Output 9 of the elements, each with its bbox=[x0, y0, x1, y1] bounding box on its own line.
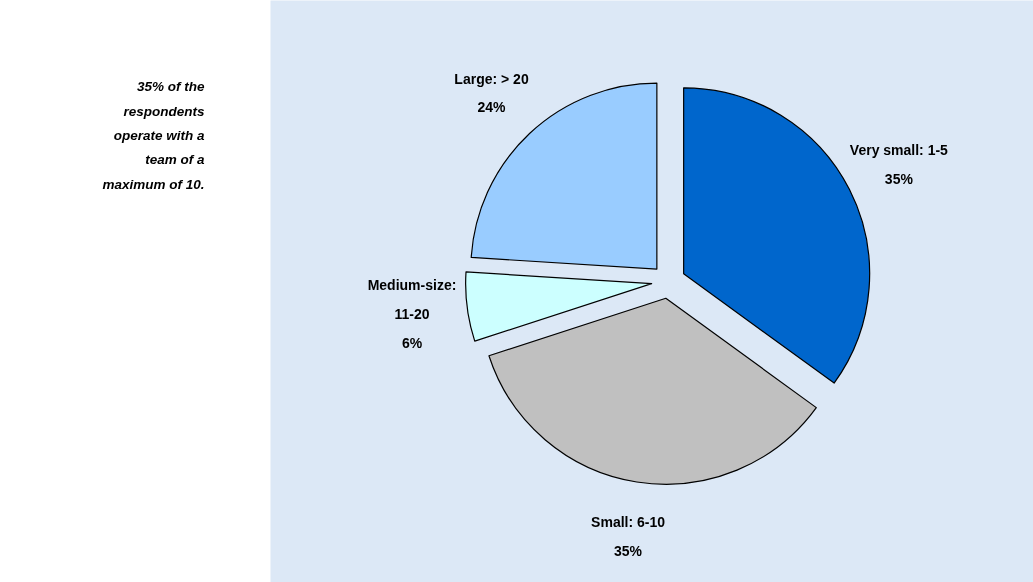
slice-label: Medium-size: 11-20 bbox=[367, 277, 457, 322]
slice-label: Very small: 1-5 bbox=[849, 141, 949, 158]
data-label: 24% bbox=[477, 99, 507, 116]
data-label: 35% bbox=[884, 170, 914, 187]
slice-label: Large: > 20 bbox=[454, 70, 529, 87]
slice-label: Small: 6-10 bbox=[591, 514, 666, 531]
text: 35% of the respondents operate with a team of a maximum of 10. bbox=[102, 79, 205, 192]
data-label: 35% bbox=[614, 543, 643, 560]
data-label: 6% bbox=[401, 334, 423, 351]
